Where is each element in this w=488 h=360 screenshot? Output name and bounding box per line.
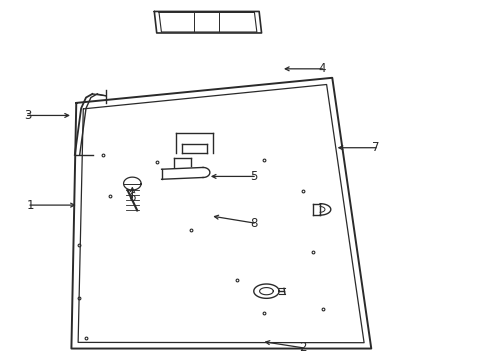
Text: 6: 6	[128, 192, 136, 204]
Text: 5: 5	[250, 170, 257, 183]
Text: 2: 2	[299, 341, 306, 354]
Text: 7: 7	[372, 141, 379, 154]
Text: 1: 1	[26, 199, 34, 212]
Text: 8: 8	[250, 216, 257, 230]
Text: 4: 4	[318, 62, 325, 75]
Text: 3: 3	[24, 109, 31, 122]
